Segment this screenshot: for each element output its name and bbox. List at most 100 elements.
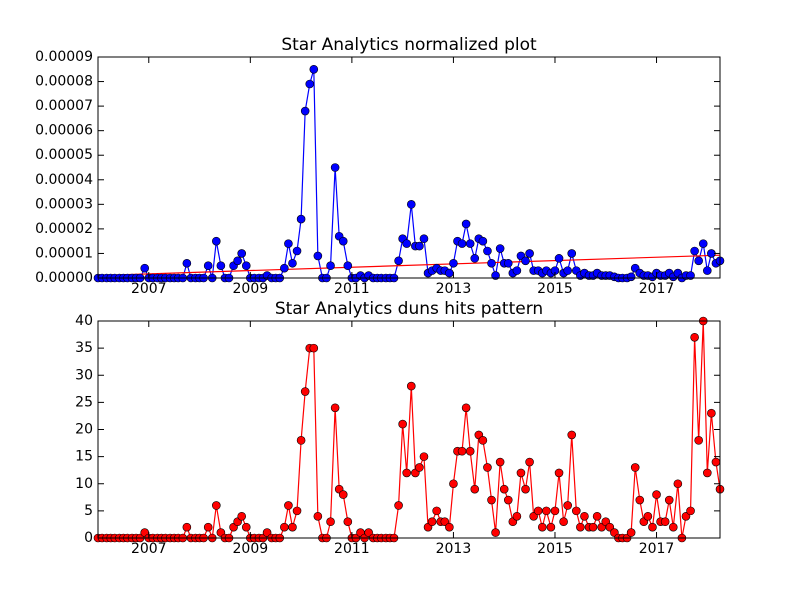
data-point [398,419,407,429]
data-point [394,501,403,510]
data-point [449,258,458,268]
data-point [537,522,547,532]
y-tick-label: 40 [75,313,93,329]
data-point [690,246,699,256]
data-point [419,234,429,244]
data-point [457,446,467,456]
data-point [499,484,509,494]
data-point [542,506,551,516]
data-point [690,332,699,342]
y-tick-label: 25 [75,394,93,410]
data-point [668,522,678,532]
data-point [292,246,302,256]
data-point [660,517,670,527]
data-point [546,522,556,532]
data-point [635,495,645,505]
data-point [313,251,323,261]
data-point [338,490,348,499]
data-point [280,522,289,532]
data-point [648,522,657,532]
data-point [300,106,310,116]
data-point [419,452,429,461]
data-point [512,266,522,275]
chart-title: Star Analytics duns hits pattern [275,299,543,319]
chart-title: Star Analytics normalized plot [281,35,537,55]
data-point [140,263,150,273]
data-point [703,468,712,478]
y-tick-label: 0.00004 [35,172,93,188]
x-tick-label: 2017 [639,281,675,297]
data-point [449,479,458,489]
data-point [182,258,192,268]
data-point [525,457,534,467]
x-tick-label: 2007 [131,541,167,557]
data-point [664,495,674,505]
data-point [296,214,306,224]
data-point [343,261,353,271]
y-tick-label: 0.00005 [35,147,93,163]
data-point [445,522,454,532]
y-tick-label: 0.00003 [35,196,93,212]
y-tick-label: 0 [84,530,93,546]
data-point [330,403,340,413]
y-tick-label: 0.00007 [35,98,93,114]
data-point [470,254,480,263]
data-point [559,517,568,527]
y-tick-label: 5 [84,503,93,519]
y-tick-label: 10 [75,476,93,492]
x-tick-label: 2013 [436,281,472,297]
data-point [203,522,213,532]
x-tick-label: 2017 [639,541,675,557]
data-point [533,506,543,516]
data-point [203,261,213,271]
data-point [483,463,492,472]
data-point [406,200,416,209]
data-point [487,258,496,268]
data-point [495,244,505,253]
data-point [461,403,471,413]
data-point [415,463,424,472]
data-point [427,517,437,527]
data-point [309,64,319,74]
data-point [491,528,500,537]
y-tick-label: 15 [75,449,93,465]
data-point [461,219,471,229]
data-point [292,506,302,516]
data-point [588,522,598,532]
data-point [563,501,572,510]
data-point [512,511,522,521]
data-point [326,261,335,271]
data-point [241,522,251,532]
data-point [465,239,475,248]
data-point [567,430,577,440]
y-tick-label: 0.00006 [35,123,93,139]
y-tick-label: 35 [75,340,93,356]
data-point [626,272,636,282]
data-point [305,79,315,89]
data-point [470,484,480,494]
data-point [280,263,289,273]
x-tick-label: 2009 [233,281,269,297]
x-tick-label: 2011 [334,281,370,297]
data-point [338,236,348,246]
y-tick-label: 0.00008 [35,74,93,90]
data-point [563,266,572,275]
data-point [495,457,505,467]
data-point [626,528,636,537]
data-point [343,517,353,527]
data-point [550,506,560,516]
data-point [241,261,251,271]
data-point [326,517,335,527]
data-point [182,522,192,532]
data-point [580,511,589,521]
data-point [313,511,323,521]
data-point [432,506,441,516]
data-point [707,408,716,418]
data-point [554,254,564,263]
data-point [415,241,424,251]
data-point [643,511,653,521]
data-point [630,463,640,472]
y-tick-label: 0.00000 [35,270,93,286]
data-point [212,501,221,510]
